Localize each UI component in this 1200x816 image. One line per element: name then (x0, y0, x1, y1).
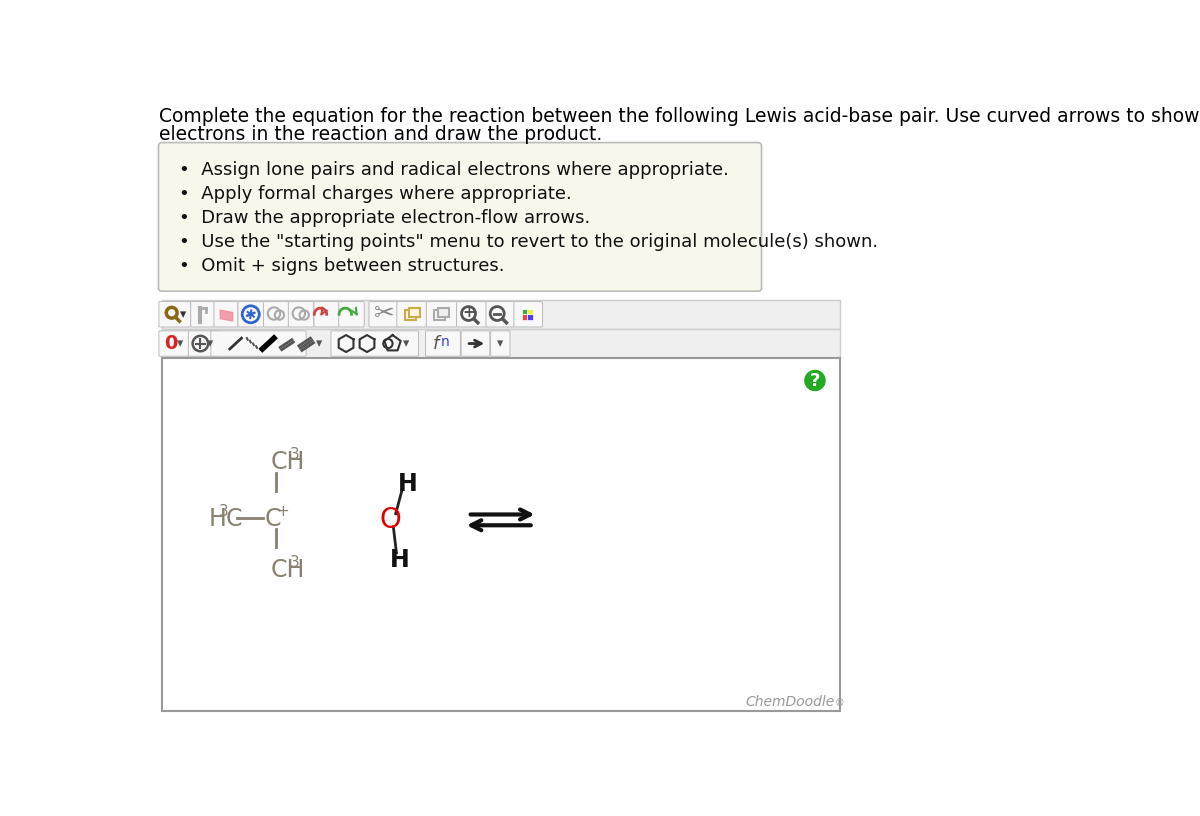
Bar (438, 308, 449, 317)
Text: ✂: ✂ (374, 302, 395, 326)
Text: •  Assign lone pairs and radical electrons where appropriate.: • Assign lone pairs and radical electron… (180, 161, 730, 179)
Text: H: H (209, 507, 227, 531)
FancyBboxPatch shape (338, 302, 365, 327)
FancyBboxPatch shape (426, 302, 456, 327)
Bar (528, 309, 533, 314)
Text: •  Apply formal charges where appropriate.: • Apply formal charges where appropriate… (180, 185, 572, 203)
Text: CH: CH (271, 558, 305, 582)
Text: +: + (276, 504, 289, 519)
Circle shape (491, 307, 504, 321)
Text: ®: ® (834, 698, 844, 708)
Text: ▾: ▾ (208, 337, 214, 350)
Bar (162, 358, 840, 711)
Text: 3: 3 (290, 555, 300, 570)
Text: C: C (265, 507, 281, 531)
FancyBboxPatch shape (214, 302, 238, 327)
Circle shape (805, 370, 826, 391)
Text: C: C (226, 507, 241, 531)
FancyBboxPatch shape (188, 330, 220, 357)
Bar (409, 308, 420, 317)
FancyBboxPatch shape (158, 330, 191, 357)
Text: electrons in the reaction and draw the product.: electrons in the reaction and draw the p… (160, 125, 602, 144)
Text: ▾: ▾ (316, 337, 322, 350)
Bar (522, 309, 528, 314)
Text: 3: 3 (290, 447, 300, 462)
Text: ?: ? (810, 371, 820, 389)
FancyBboxPatch shape (264, 302, 289, 327)
Text: O: O (379, 506, 401, 534)
FancyBboxPatch shape (456, 302, 487, 327)
Text: n: n (440, 335, 450, 349)
FancyBboxPatch shape (486, 302, 515, 327)
Bar (528, 314, 533, 320)
FancyBboxPatch shape (514, 302, 542, 327)
Text: 3: 3 (218, 504, 229, 519)
Text: Complete the equation for the reaction between the following Lewis acid-base pai: Complete the equation for the reaction b… (160, 107, 1200, 126)
Bar (434, 310, 445, 320)
Bar (162, 329, 840, 358)
FancyBboxPatch shape (426, 330, 461, 357)
Text: ChemDoodle: ChemDoodle (745, 694, 834, 708)
FancyBboxPatch shape (211, 330, 306, 357)
FancyBboxPatch shape (314, 302, 340, 327)
FancyBboxPatch shape (397, 302, 427, 327)
Text: 0: 0 (164, 334, 178, 353)
FancyBboxPatch shape (461, 330, 490, 357)
Text: •  Omit + signs between structures.: • Omit + signs between structures. (180, 256, 505, 274)
Bar (162, 299, 840, 329)
Text: ▾: ▾ (403, 337, 409, 350)
Text: H: H (397, 472, 418, 496)
Circle shape (462, 307, 475, 321)
Text: ▾: ▾ (178, 337, 184, 350)
FancyBboxPatch shape (491, 330, 510, 357)
FancyBboxPatch shape (331, 330, 419, 357)
FancyBboxPatch shape (158, 302, 191, 327)
Text: •  Use the "starting points" menu to revert to the original molecule(s) shown.: • Use the "starting points" menu to reve… (180, 233, 878, 251)
FancyBboxPatch shape (158, 143, 762, 291)
FancyBboxPatch shape (238, 302, 264, 327)
Bar (522, 314, 528, 320)
FancyBboxPatch shape (368, 302, 401, 327)
Text: CH: CH (271, 450, 305, 474)
Text: $f$: $f$ (432, 335, 443, 353)
Text: ▾: ▾ (180, 308, 186, 321)
Text: •  Draw the appropriate electron-flow arrows.: • Draw the appropriate electron-flow arr… (180, 209, 590, 227)
FancyBboxPatch shape (191, 302, 215, 327)
Text: H: H (390, 548, 409, 572)
Text: ▾: ▾ (497, 337, 504, 350)
Bar (404, 310, 416, 320)
FancyBboxPatch shape (288, 302, 314, 327)
Text: +: + (462, 305, 475, 320)
